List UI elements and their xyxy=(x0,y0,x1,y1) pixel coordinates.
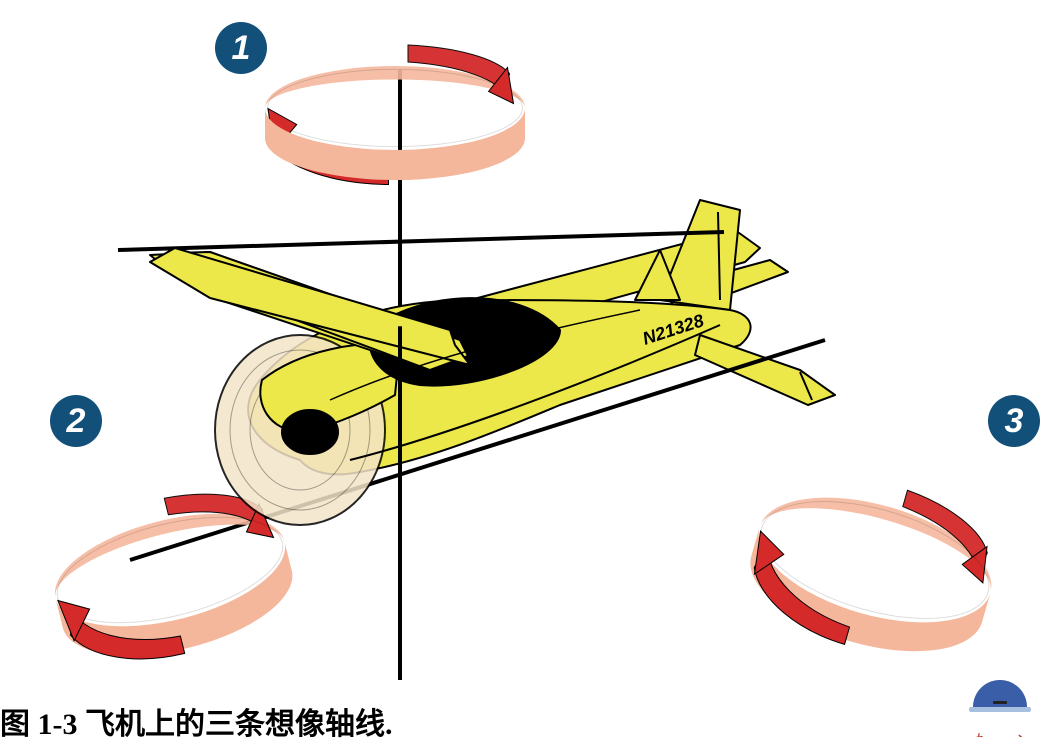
axis-badge-2: 2 xyxy=(50,395,102,447)
svg-text:XUEFEIJI: XUEFEIJI xyxy=(971,732,1028,737)
diagram-canvas: N21328 1 2 3 图 1-3 飞机上的三条想像轴线. XUEFEIJI xyxy=(0,0,1057,753)
airplane: N21328 xyxy=(150,200,835,525)
watermark-logo: XUEFEIJI xyxy=(961,677,1039,737)
watermark-text: XUEFEIJI xyxy=(971,732,1028,737)
figure-caption: 图 1-3 飞机上的三条想像轴线. xyxy=(0,699,393,743)
axis-badge-3: 3 xyxy=(988,395,1040,447)
diagram-svg: N21328 xyxy=(0,0,1057,753)
axis-badge-1: 1 xyxy=(215,22,267,74)
